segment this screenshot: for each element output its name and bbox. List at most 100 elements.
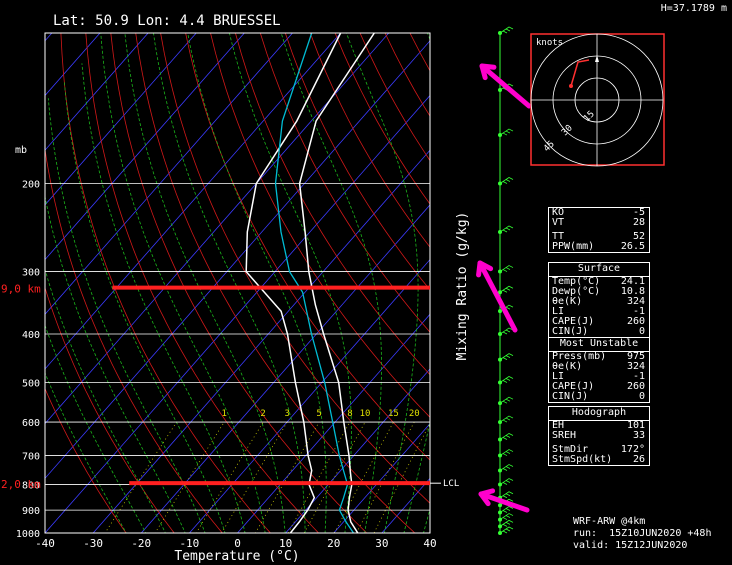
index-label: θe(K) xyxy=(552,296,583,307)
wind-barb xyxy=(499,491,514,499)
moist-adiabat-line xyxy=(47,98,206,533)
index-label: CIN(J) xyxy=(552,391,589,402)
wind-barb xyxy=(499,506,514,513)
hodograph-ring-label: 45 xyxy=(542,139,557,154)
run-label: run: 15Z10JUN2020 +48h xyxy=(573,528,712,539)
wind-barb xyxy=(499,225,514,233)
y-tick-label: 300 xyxy=(22,268,40,279)
dewpoint-profile xyxy=(245,33,342,533)
index-value: -5 xyxy=(632,207,645,218)
x-tick-label: -40 xyxy=(35,537,55,550)
isotherm-line xyxy=(45,33,197,206)
hodograph-point xyxy=(569,84,573,88)
index-label: KO xyxy=(552,207,565,218)
dry-adiabat-line xyxy=(185,33,430,461)
index-row: VT 28 xyxy=(549,218,649,228)
wind-profile xyxy=(498,26,514,535)
wind-barb xyxy=(499,285,514,293)
wind-barb xyxy=(499,327,514,335)
index-value: 324 xyxy=(626,361,645,372)
isotherm-line xyxy=(236,313,430,533)
index-label: VT xyxy=(552,217,565,228)
wind-barb xyxy=(499,449,514,456)
pink-arrow-shaft xyxy=(479,63,532,109)
y-tick-label: 400 xyxy=(22,330,40,341)
x-tick-label: -30 xyxy=(83,537,103,550)
moist-adiabat-line xyxy=(45,371,127,533)
dry-adiabat-line xyxy=(45,286,175,533)
dry-adiabat-line xyxy=(235,33,430,376)
index-value: 24.1 xyxy=(620,276,645,287)
hodograph-trace xyxy=(570,59,590,87)
y-tick-label: 700 xyxy=(22,452,40,463)
index-row: StmDir 172° xyxy=(549,445,649,455)
index-row: LI -1 xyxy=(549,372,649,382)
index-row: CIN(J) 0 xyxy=(549,392,649,402)
y-tick-label: 1000 xyxy=(16,529,40,540)
index-label: θe(K) xyxy=(552,361,583,372)
pink-arrow-head xyxy=(476,260,494,278)
parcel-profile xyxy=(274,33,355,533)
dry-adiabat-line xyxy=(210,33,430,418)
wind-barb xyxy=(499,396,514,404)
x-tick-label: -20 xyxy=(131,537,151,550)
isotherm-line xyxy=(45,94,430,533)
x-tick-label: 40 xyxy=(423,537,436,550)
index-value: 324 xyxy=(626,296,645,307)
index-value: 28 xyxy=(632,217,645,228)
dry-adiabat-line xyxy=(60,33,272,533)
index-value: 260 xyxy=(626,381,645,392)
isotherm-line xyxy=(188,258,430,533)
hodograph-table: Hodograph EH 101 SREH 33 StmDir 172° StmSpd(kt… xyxy=(548,406,650,466)
moist-adiabat-line xyxy=(403,33,430,533)
index-value: 101 xyxy=(626,420,645,431)
index-label: Press(mb) xyxy=(552,351,607,362)
index-row: PPW(mm) 26.5 xyxy=(549,242,649,252)
pink-arrows xyxy=(476,63,532,513)
x-tick-label: 20 xyxy=(327,537,340,550)
index-value: 0 xyxy=(638,391,645,402)
dry-adiabat-line xyxy=(284,33,430,291)
index-value: 26.5 xyxy=(620,241,645,252)
index-row: Press(mb) 975 xyxy=(549,352,649,362)
wind-barb xyxy=(499,177,514,184)
index-row: KO -5 xyxy=(549,208,649,218)
isotherm-line xyxy=(285,368,430,533)
wind-barb xyxy=(499,26,514,34)
y-tick-label: 600 xyxy=(22,418,40,429)
index-label: CAPE(J) xyxy=(552,381,595,392)
y-tick-label: 800 xyxy=(22,481,40,492)
isotherm-line xyxy=(45,33,342,370)
moist-adiabat-line xyxy=(124,33,286,533)
index-value: 10.8 xyxy=(620,286,645,297)
hodograph-units: knots xyxy=(536,38,563,48)
temperature-profile xyxy=(298,33,375,533)
index-row: SREH 33 xyxy=(549,431,649,441)
index-row: Temp(°C) 24.1 xyxy=(549,277,649,287)
height-marker-label: 2,0 km xyxy=(1,478,41,491)
dry-adiabat-line xyxy=(85,33,320,533)
mixing-ratio-axis-label: Mixing Ratio (g/kg) xyxy=(455,212,470,361)
mixing-ratio-tick-label: 15 xyxy=(388,409,399,419)
height-marker-label: 9,0 km xyxy=(1,283,41,296)
y-tick-label: 500 xyxy=(22,378,40,389)
isotherm-line xyxy=(45,33,294,315)
index-row: CAPE(J) 260 xyxy=(549,382,649,392)
index-row: θe(K) 324 xyxy=(549,297,649,307)
moist-adiabat-line xyxy=(280,33,382,533)
mixing-ratio-tick-label: 2 xyxy=(260,409,265,419)
mixing-ratio-line xyxy=(333,421,394,533)
isotherm-line xyxy=(45,33,390,425)
index-label: StmSpd(kt) xyxy=(552,454,613,465)
index-row: CIN(J) 0 xyxy=(549,327,649,337)
isotherm-line xyxy=(92,149,430,533)
most-unstable-title: Most Unstable xyxy=(549,338,649,352)
valid-label: valid: 15Z12JUN2020 xyxy=(573,540,688,551)
x-tick-label: 30 xyxy=(375,537,388,550)
surface-title: Surface xyxy=(549,263,649,277)
mixing-ratio-line xyxy=(221,421,288,533)
wind-barb xyxy=(499,353,514,360)
x-tick-label: 10 xyxy=(279,537,292,550)
index-label: LI xyxy=(552,306,565,317)
